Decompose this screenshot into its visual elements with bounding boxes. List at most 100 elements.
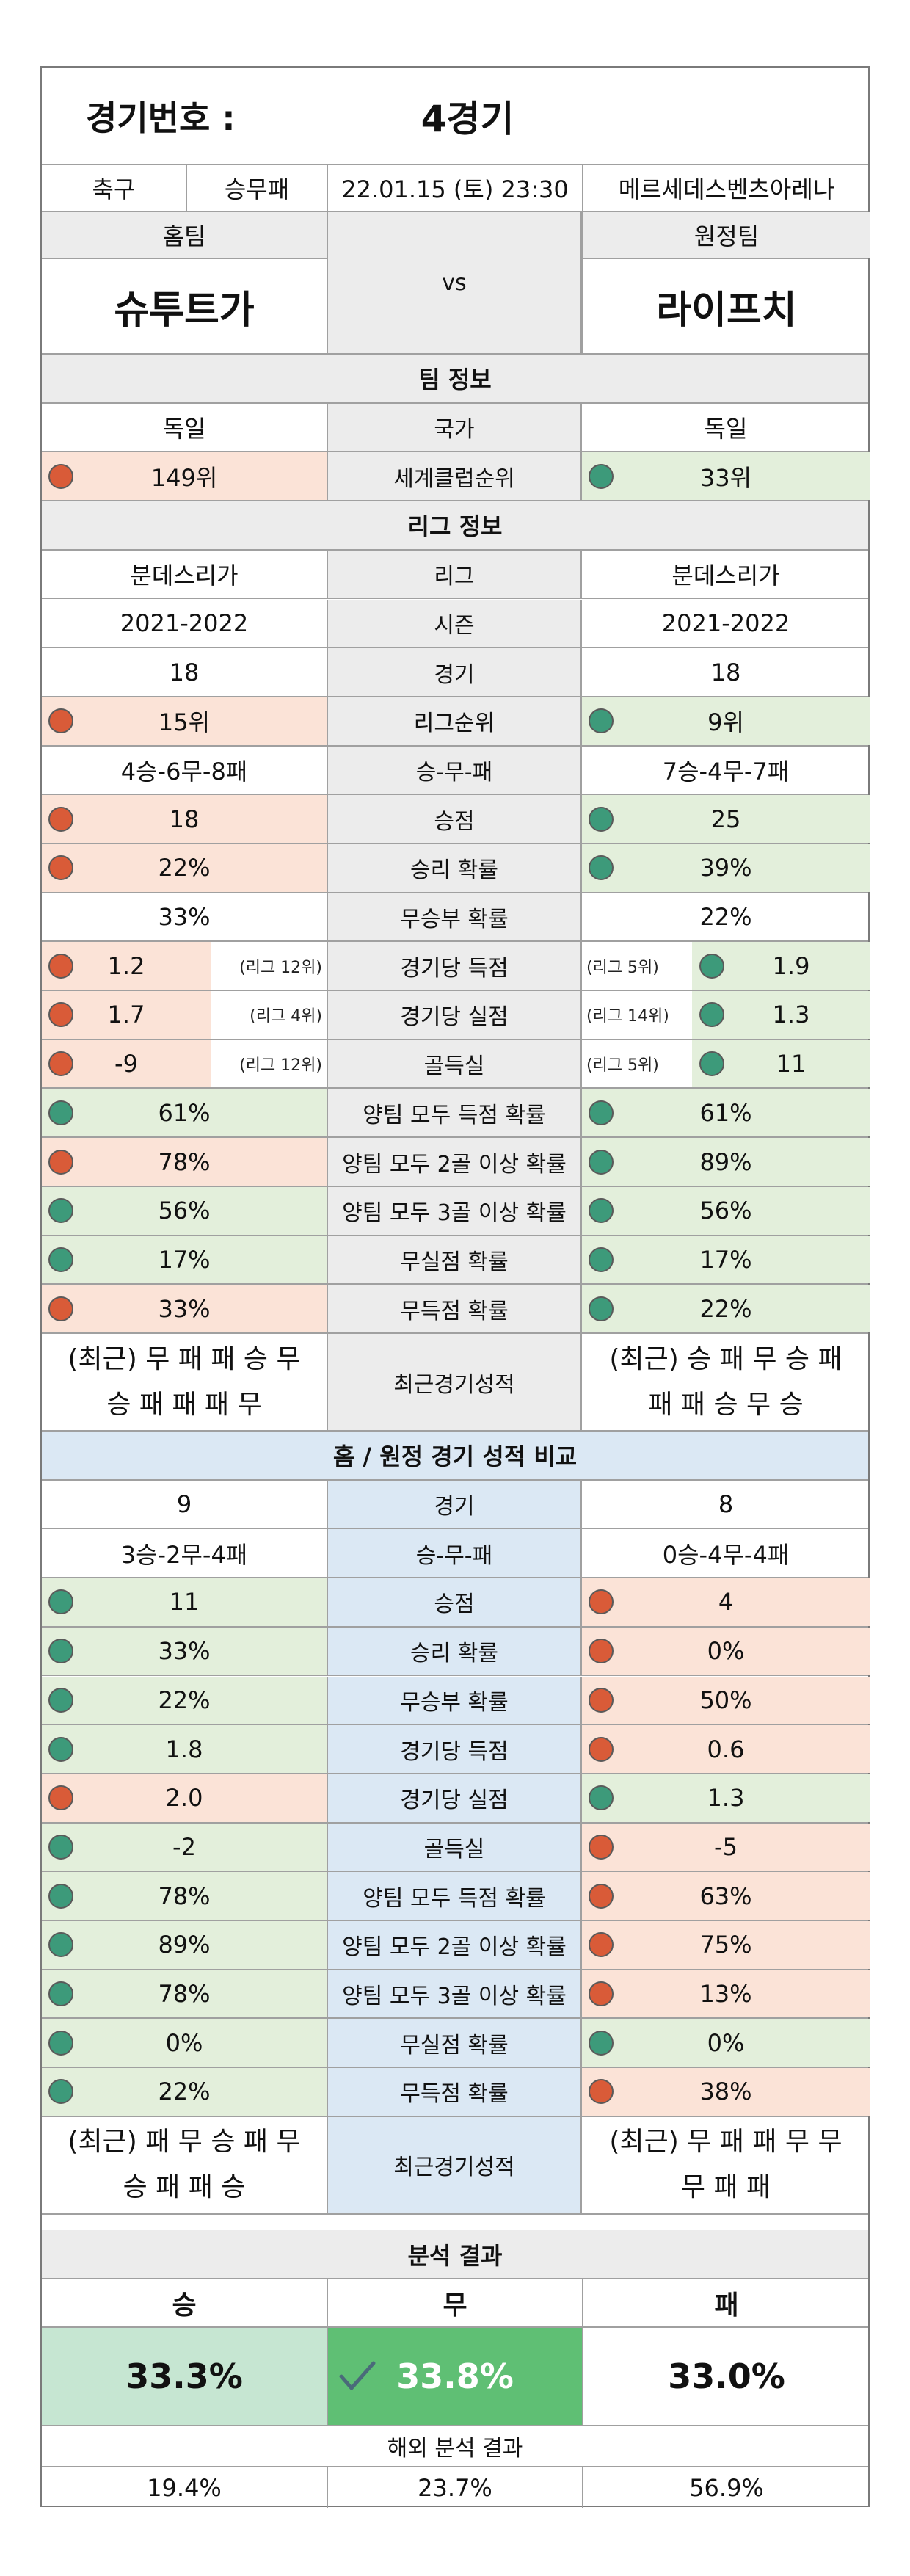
league-info-row: 33% 무득점 확률 22% xyxy=(42,1285,870,1334)
home-away-title-row: 홈 / 원정 경기 성적 비교 xyxy=(42,1432,868,1481)
away-recent-line-2: 패 패 승 무 승 xyxy=(648,1389,804,1420)
home-value-cell: 33% xyxy=(42,1285,327,1332)
stat-label: 승점 xyxy=(327,1578,582,1626)
home-value-cell: -2 xyxy=(42,1823,327,1871)
home-away-row: 1.8 경기당 득점 0.6 xyxy=(42,1725,870,1774)
league-info-row: 2021-2022 시즌 2021-2022 xyxy=(42,599,868,649)
green-status-dot-icon xyxy=(48,1589,73,1615)
away-value: 89% xyxy=(699,1147,752,1176)
away-value-cell: 4 xyxy=(582,1578,870,1626)
green-status-dot-icon xyxy=(589,2030,614,2056)
away-value: 4 xyxy=(718,1588,734,1617)
home-value: 분데스리가 xyxy=(130,562,239,590)
home-value-cell: 독일 xyxy=(42,404,327,451)
win-pct: 33.3% xyxy=(125,2357,243,2396)
away-value: 0.6 xyxy=(707,1735,745,1763)
home-away-row: 3승-2무-4패 승-무-패 0승-4무-4패 xyxy=(42,1529,868,1579)
stat-label: 경기당 득점 xyxy=(327,942,582,990)
away-value: 18 xyxy=(710,658,741,686)
home-value-cell: 22% xyxy=(42,844,327,892)
away-value: 0% xyxy=(707,2028,745,2057)
league-info-row: 78% 양팀 모두 2골 이상 확률 89% xyxy=(42,1138,870,1187)
home-recent-line-2: 승 패 패 패 무 xyxy=(106,1389,262,1420)
home-value-cell: 78% xyxy=(42,1872,327,1920)
team-info-row: 독일 국가 독일 xyxy=(42,403,868,453)
home-value: 1.8 xyxy=(165,1735,203,1763)
away-value-cell: 22% xyxy=(582,1285,870,1332)
home-value-cell: 18 xyxy=(42,648,327,696)
red-status-dot-icon xyxy=(589,1981,614,2007)
stat-label: 무득점 확률 xyxy=(327,1285,582,1332)
home-league-rank: (리그 4위) xyxy=(250,1007,322,1026)
away-value-cell: 50% xyxy=(582,1676,870,1724)
home-away-row: 78% 양팀 모두 득점 확률 63% xyxy=(42,1872,870,1921)
home-value: 4승-6무-8패 xyxy=(120,757,248,786)
draw-pct: 33.8% xyxy=(396,2357,514,2396)
league-info-row: 1.7 (리그 4위) 경기당 실점 (리그 14위) 1.3 xyxy=(42,991,870,1040)
away-value: 분데스리가 xyxy=(671,562,780,590)
home-away-row: 22% 무득점 확률 38% xyxy=(42,2068,870,2117)
away-value: 독일 xyxy=(704,415,748,443)
away-value: 50% xyxy=(699,1686,752,1714)
green-status-dot-icon xyxy=(48,1100,73,1125)
home-value: 17% xyxy=(158,1245,211,1274)
match-info-row: 축구 승무패 22.01.15 (토) 23:30 메르세데스벤츠아레나 xyxy=(42,165,868,212)
home-value-cell: 89% xyxy=(42,1921,327,1969)
vs-cell: vs xyxy=(327,212,582,355)
home-value-cell: 1.8 xyxy=(42,1725,327,1773)
rank-background xyxy=(582,991,692,1039)
home-value: 9 xyxy=(176,1490,192,1519)
red-status-dot-icon xyxy=(589,1589,614,1615)
rank-background xyxy=(211,942,327,990)
home-value-cell: 78% xyxy=(42,1138,327,1186)
match-datetime: 22.01.15 (토) 23:30 xyxy=(327,165,582,211)
away-value-cell: 61% xyxy=(582,1089,870,1137)
league-info-row: 33% 무승부 확률 22% xyxy=(42,893,868,943)
home-value-cell: 17% xyxy=(42,1236,327,1284)
away-value: 13% xyxy=(699,1980,752,2009)
team-info-row: 149위 세계클럽순위 33위 xyxy=(42,452,870,502)
green-status-dot-icon xyxy=(589,1198,614,1224)
league-info-row: 4승-6무-8패 승-무-패 7승-4무-7패 xyxy=(42,746,868,796)
red-status-dot-icon xyxy=(589,1834,614,1860)
away-value: 39% xyxy=(699,854,752,882)
analysis-title-row: 분석 결과 xyxy=(42,2230,868,2279)
green-status-dot-icon xyxy=(589,1100,614,1125)
home-away-row: 33% 승리 확률 0% xyxy=(42,1627,870,1677)
home-value: 2021-2022 xyxy=(120,609,249,637)
home-value: 1.7 xyxy=(107,1001,145,1029)
stat-label: 골득실 xyxy=(327,1040,582,1088)
stat-label: 양팀 모두 3골 이상 확률 xyxy=(327,1186,582,1235)
league-info-row: 18 경기 18 xyxy=(42,648,868,697)
red-status-dot-icon xyxy=(48,463,73,489)
away-value-cell: 8 xyxy=(582,1481,870,1528)
home-value-cell: 2.0 xyxy=(42,1774,327,1822)
red-status-dot-icon xyxy=(589,1687,614,1713)
green-status-dot-icon xyxy=(699,1002,724,1028)
red-status-dot-icon xyxy=(48,806,73,832)
rank-background xyxy=(211,1040,327,1088)
stat-label: 경기 xyxy=(327,1480,582,1528)
away-value: 61% xyxy=(699,1098,752,1127)
rank-background xyxy=(211,991,327,1039)
away-value: 38% xyxy=(699,2078,752,2106)
stat-label: 양팀 모두 2골 이상 확률 xyxy=(327,1138,582,1186)
vs-text: vs xyxy=(442,269,467,296)
away-value: 25 xyxy=(710,805,741,833)
away-value-cell: 분데스리가 xyxy=(582,551,870,598)
red-status-dot-icon xyxy=(589,1932,614,1958)
green-status-dot-icon xyxy=(48,1883,73,1909)
green-status-dot-icon xyxy=(589,855,614,881)
home-value-cell: 78% xyxy=(42,1970,327,2018)
red-status-dot-icon xyxy=(48,1051,73,1077)
loss-pct: 33.0% xyxy=(668,2357,785,2396)
away-value-cell: 0% xyxy=(582,2019,870,2067)
stat-label: 무득점 확률 xyxy=(327,2068,582,2116)
green-status-dot-icon xyxy=(48,1687,73,1713)
away-value-cell: 38% xyxy=(582,2068,870,2116)
home-value-cell: 2021-2022 xyxy=(42,600,327,647)
